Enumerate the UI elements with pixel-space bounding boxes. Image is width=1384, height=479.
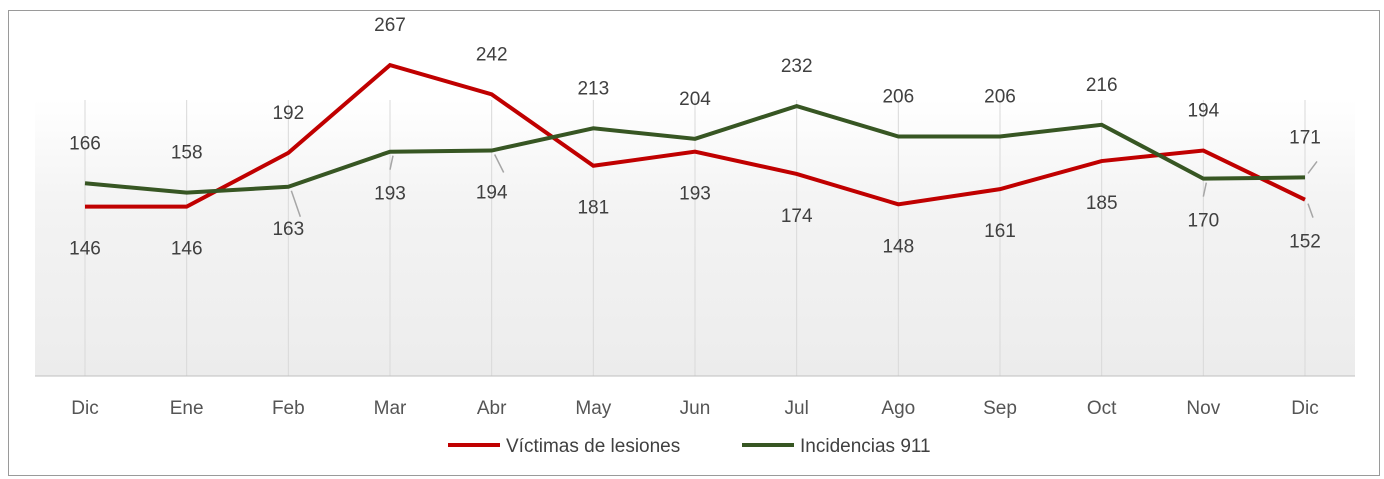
x-tick-label: Dic <box>1291 398 1318 419</box>
data-label: 146 <box>171 239 203 260</box>
x-tick-label: Jul <box>785 398 809 419</box>
data-label: 206 <box>984 86 1016 107</box>
x-tick-label: May <box>575 398 611 419</box>
data-label: 163 <box>272 219 304 240</box>
x-tick-label: Ago <box>881 398 915 419</box>
data-label: 193 <box>374 184 406 205</box>
data-label: 152 <box>1289 232 1321 253</box>
data-label: 146 <box>69 239 101 260</box>
legend-item: Incidencias 911 <box>742 436 931 457</box>
x-tick-label: Jun <box>680 398 711 419</box>
data-label: 194 <box>476 183 508 204</box>
legend-label: Incidencias 911 <box>800 436 931 457</box>
legend-label: Víctimas de lesiones <box>506 436 680 457</box>
data-label: 267 <box>374 15 406 36</box>
x-tick-label: Dic <box>71 398 98 419</box>
data-label: 181 <box>577 198 609 219</box>
data-label: 242 <box>476 44 508 65</box>
data-label: 185 <box>1086 193 1118 214</box>
data-label: 204 <box>679 89 711 110</box>
x-tick-label: Oct <box>1087 398 1117 419</box>
legend-item: Víctimas de lesiones <box>448 436 680 457</box>
x-tick-label: Nov <box>1186 398 1220 419</box>
x-tick-label: Sep <box>983 398 1017 419</box>
legend: Víctimas de lesiones Incidencias 911 <box>448 436 931 457</box>
x-tick-label: Mar <box>374 398 407 419</box>
data-label: 192 <box>272 103 304 124</box>
x-tick-label: Feb <box>272 398 305 419</box>
data-label: 193 <box>679 184 711 205</box>
data-label: 148 <box>882 236 914 257</box>
data-label: 174 <box>781 206 813 227</box>
data-label: 161 <box>984 221 1016 242</box>
data-label: 170 <box>1187 211 1219 232</box>
data-label: 194 <box>1187 101 1219 122</box>
x-tick-label: Ene <box>170 398 204 419</box>
data-label: 232 <box>781 56 813 77</box>
data-label: 216 <box>1086 75 1118 96</box>
data-label: 213 <box>577 78 609 99</box>
data-label: 171 <box>1289 127 1321 148</box>
data-label: 206 <box>882 86 914 107</box>
data-label: 166 <box>69 133 101 154</box>
x-tick-label: Abr <box>477 398 507 419</box>
data-label: 158 <box>171 143 203 164</box>
